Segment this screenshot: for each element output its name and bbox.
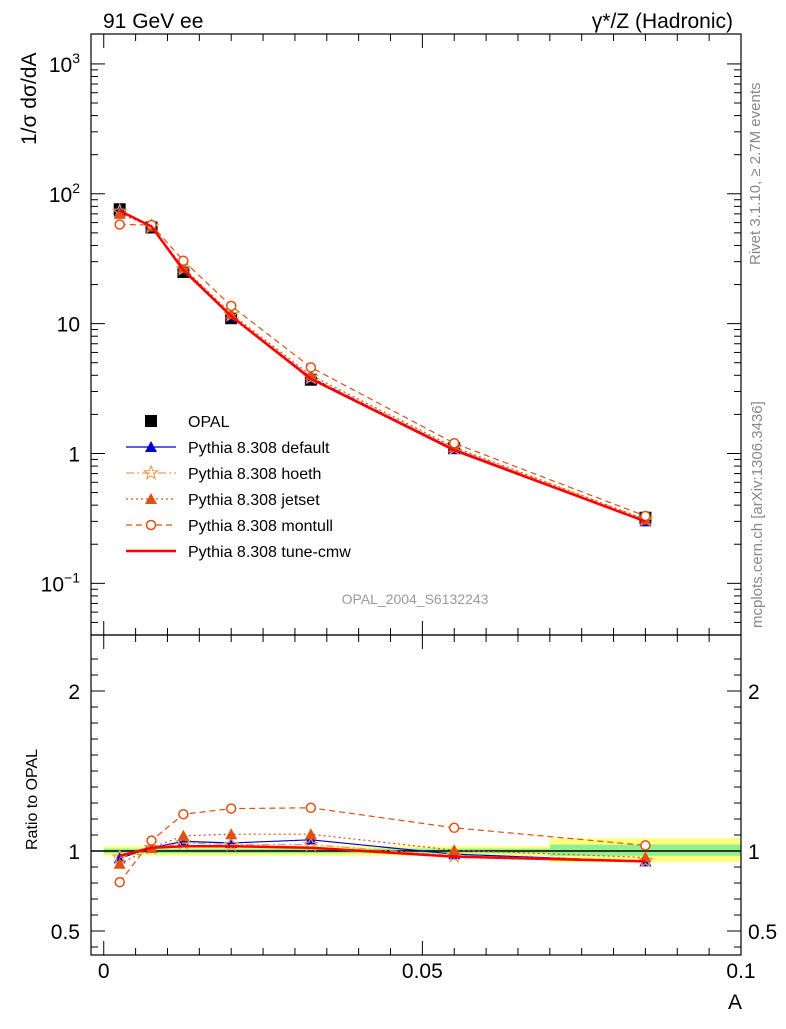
x-axis-label: A: [728, 991, 742, 1014]
x-tick-label: 0.1: [726, 960, 755, 983]
main-y-tick-label: 102: [49, 180, 80, 207]
ratio-series-marker: [304, 828, 317, 840]
main-y-axis-label: 1/σ dσ/dA: [18, 53, 41, 145]
header-right-label: γ*/Z (Hadronic): [592, 10, 733, 33]
legend: OPAL Pythia 8.308 default Pythia 8.308 hoe…: [126, 414, 351, 561]
ratio-y-tick-label-right: 1: [748, 841, 760, 864]
x-tick-label: 0.05: [402, 960, 443, 983]
ratio-series-marker: [448, 844, 461, 856]
analysis-watermark: OPAL_2004_S6132243: [342, 591, 489, 607]
legend-label: Pythia 8.308 tune-cmw: [188, 544, 351, 561]
ratio-series-marker: [113, 857, 126, 869]
main-y-tick-label: 10: [57, 314, 80, 337]
legend-label: Pythia 8.308 hoeth: [188, 466, 321, 483]
ratio-series-marker: [177, 829, 190, 841]
main-series-marker: [225, 307, 238, 319]
ratio-series-marker: [222, 835, 240, 852]
legend-marker: [145, 519, 157, 531]
main-y-tick-label: 10−1: [41, 569, 81, 596]
ratio-series-marker: [114, 876, 125, 888]
main-series-marker: [114, 219, 125, 230]
ratio-series-marker: [225, 803, 237, 814]
ratio-frame: [90, 634, 742, 956]
legend-label: Pythia 8.308 montull: [188, 518, 333, 535]
main-series-marker: [113, 207, 126, 219]
ratio-series-line: [119, 844, 646, 863]
ratio-series-marker: [305, 802, 317, 814]
legend-marker: [142, 464, 160, 481]
legend-marker: [145, 415, 157, 427]
ratio-series-marker: [225, 828, 238, 840]
legend-marker: [145, 441, 157, 452]
header-left-label: 91 GeV ee: [103, 10, 203, 33]
main-series-marker: [178, 255, 189, 266]
main-series-marker: [225, 300, 237, 312]
ratio-y-tick-label-right: 0.5: [748, 921, 777, 944]
main-series-marker: [177, 261, 190, 273]
ratio-y-axis-label: Ratio to OPAL: [24, 749, 41, 850]
main-plot-panel: 10−1 1 10 102 103: [41, 33, 742, 636]
ratio-series-marker: [146, 835, 157, 846]
ratio-y-tick-label-right: 2: [748, 681, 760, 704]
legend-label: OPAL: [188, 414, 230, 431]
main-series-line: [119, 209, 646, 523]
ratio-plot-panel: 0 0.05 0.1 0.5 0.5 1 1 2 2: [51, 634, 777, 983]
ratio-series-marker: [637, 851, 654, 868]
main-series-marker: [305, 362, 317, 373]
ratio-y-tick-label: 1: [68, 841, 80, 864]
legend-marker: [145, 493, 157, 504]
ratio-series-marker: [640, 840, 651, 851]
ratio-y-tick-label: 0.5: [51, 921, 80, 944]
legend-label: Pythia 8.308 jetset: [188, 492, 320, 509]
x-tick-label: 0: [98, 960, 110, 983]
ratio-series-marker: [178, 808, 189, 820]
legend-label: Pythia 8.308 default: [188, 440, 330, 457]
mcplots-reference-label: mcplots.cern.ch [arXiv:1306.3436]: [749, 401, 766, 628]
rivet-version-label: Rivet 3.1.10, ≥ 2.7M events: [747, 83, 764, 266]
ratio-y-tick-label: 2: [68, 681, 80, 704]
main-y-tick-label: 103: [49, 50, 80, 77]
main-series-marker: [448, 437, 460, 449]
ratio-series-marker: [639, 851, 652, 863]
ratio-series-marker: [448, 822, 460, 834]
main-y-tick-label: 1: [68, 443, 80, 466]
